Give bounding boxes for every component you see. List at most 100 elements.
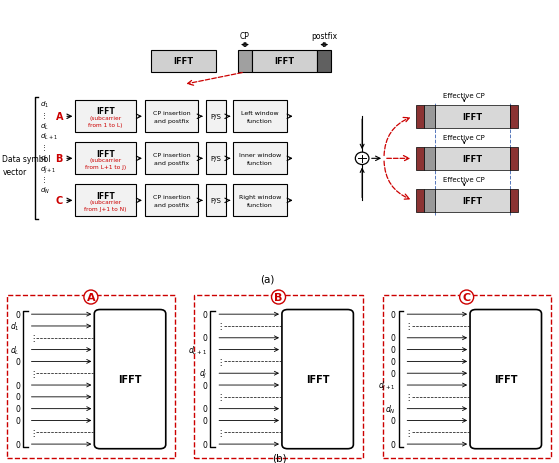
Text: IFFT: IFFT	[463, 113, 483, 121]
Text: 0: 0	[15, 310, 20, 319]
Text: 0: 0	[15, 440, 20, 449]
Text: IFFT: IFFT	[96, 107, 115, 116]
Text: B: B	[274, 293, 283, 302]
Text: $\vdots$: $\vdots$	[40, 111, 46, 120]
Bar	[233, 143, 287, 175]
Text: 0: 0	[203, 404, 207, 413]
Text: IFFT: IFFT	[463, 196, 483, 206]
Text: Data symbol: Data symbol	[2, 155, 51, 163]
Text: $\vdots$: $\vdots$	[29, 332, 35, 344]
FancyBboxPatch shape	[94, 310, 166, 449]
Bar	[424, 148, 435, 170]
Text: 0: 0	[203, 310, 207, 319]
Text: CP insertion: CP insertion	[153, 194, 191, 200]
Text: P/S: P/S	[210, 114, 221, 120]
Text: 0: 0	[391, 440, 396, 449]
Bar	[195, 295, 363, 457]
Text: $\vdots$: $\vdots$	[216, 356, 223, 367]
Text: $d_{L+1}$: $d_{L+1}$	[40, 132, 58, 142]
Text: 0: 0	[203, 381, 207, 390]
Text: (subcarrier: (subcarrier	[89, 115, 122, 120]
Text: 0: 0	[203, 333, 207, 343]
Text: (subcarrier: (subcarrier	[89, 157, 122, 163]
Text: B: B	[55, 154, 63, 164]
Text: $\vdots$: $\vdots$	[29, 427, 35, 438]
Text: postfix: postfix	[311, 32, 337, 41]
Bar	[145, 101, 198, 133]
Bar	[206, 101, 226, 133]
Text: function: function	[247, 202, 273, 207]
Text: function: function	[247, 161, 273, 165]
Text: IFFT: IFFT	[306, 374, 329, 384]
Bar	[206, 185, 226, 217]
Text: 0: 0	[15, 381, 20, 390]
Text: IFFT: IFFT	[494, 374, 518, 384]
Text: C: C	[463, 293, 471, 302]
Text: $d_{J+1}$: $d_{J+1}$	[378, 379, 396, 392]
Bar	[238, 51, 252, 73]
Text: $d_L$: $d_L$	[11, 344, 20, 356]
Bar	[435, 148, 510, 170]
Bar	[510, 148, 518, 170]
Bar	[510, 189, 518, 213]
Text: $d_1$: $d_1$	[10, 320, 20, 332]
Bar	[382, 295, 551, 457]
Bar	[415, 106, 424, 129]
Text: vector: vector	[2, 168, 27, 177]
Bar	[145, 143, 198, 175]
Text: $d_L$: $d_L$	[40, 121, 49, 131]
Text: and postfix: and postfix	[154, 161, 189, 165]
Text: Inner window: Inner window	[239, 152, 281, 157]
Text: IFFT: IFFT	[119, 374, 142, 384]
Text: $d_J$: $d_J$	[40, 153, 48, 165]
Text: $\vdots$: $\vdots$	[404, 392, 411, 402]
Text: $d_J$: $d_J$	[199, 367, 207, 380]
Text: function: function	[247, 119, 273, 124]
Text: CP: CP	[240, 32, 250, 41]
Text: from J+1 to N): from J+1 to N)	[84, 206, 127, 212]
Text: from 1 to L): from 1 to L)	[88, 123, 123, 127]
Text: 0: 0	[203, 416, 207, 425]
Text: 0: 0	[391, 345, 396, 354]
Text: 0: 0	[391, 416, 396, 425]
Text: 0: 0	[15, 404, 20, 413]
Text: Effective CP: Effective CP	[443, 176, 485, 182]
Text: C: C	[56, 196, 63, 206]
Text: $d_{J+1}$: $d_{J+1}$	[40, 164, 56, 175]
Bar	[151, 51, 216, 73]
Text: IFFT: IFFT	[463, 155, 483, 163]
Text: 0: 0	[391, 369, 396, 378]
Bar	[75, 143, 136, 175]
Text: $d_N$: $d_N$	[385, 402, 396, 415]
Text: 0: 0	[391, 357, 396, 366]
Text: $\vdots$: $\vdots$	[29, 368, 35, 379]
Bar	[75, 101, 136, 133]
Circle shape	[356, 153, 369, 165]
Text: from L+1 to J): from L+1 to J)	[85, 164, 126, 169]
Bar	[206, 143, 226, 175]
Text: (subcarrier: (subcarrier	[89, 200, 122, 204]
Text: and postfix: and postfix	[154, 119, 189, 124]
Text: $\vdots$: $\vdots$	[404, 427, 411, 438]
Text: Effective CP: Effective CP	[443, 134, 485, 140]
Text: Left window: Left window	[241, 111, 279, 116]
Text: $d_1$: $d_1$	[40, 100, 49, 110]
Bar	[435, 189, 510, 213]
Text: CP insertion: CP insertion	[153, 152, 191, 157]
Bar	[318, 51, 331, 73]
Text: P/S: P/S	[210, 198, 221, 204]
Text: P/S: P/S	[210, 156, 221, 162]
Text: IFFT: IFFT	[96, 149, 115, 158]
FancyBboxPatch shape	[282, 310, 353, 449]
Bar	[7, 295, 175, 457]
Bar	[510, 106, 518, 129]
Text: $\vdots$: $\vdots$	[216, 392, 223, 402]
Text: $d_N$: $d_N$	[40, 186, 50, 196]
Bar	[252, 51, 318, 73]
FancyBboxPatch shape	[470, 310, 542, 449]
Text: 0: 0	[391, 310, 396, 319]
Text: $\vdots$: $\vdots$	[216, 321, 223, 332]
Bar	[424, 189, 435, 213]
Text: IFFT: IFFT	[274, 57, 295, 66]
Text: (a): (a)	[260, 274, 274, 284]
